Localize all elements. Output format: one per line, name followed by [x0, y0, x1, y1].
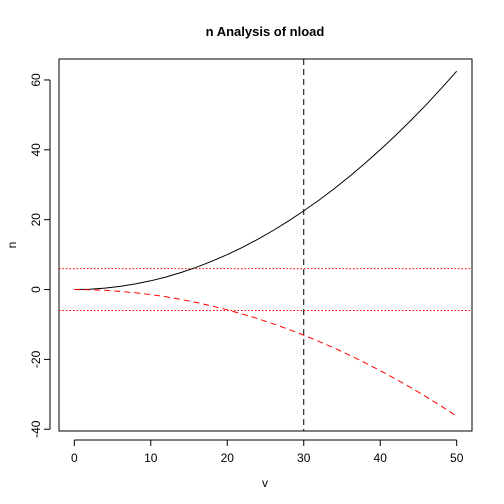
y-tick-label-3: 20: [29, 213, 43, 227]
series-line-0: [74, 71, 456, 289]
x-tick-label-4: 40: [374, 451, 388, 465]
x-tick-label-3: 30: [297, 451, 311, 465]
y-tick-label-2: 0: [29, 286, 43, 293]
y-tick-label-5: 60: [29, 73, 43, 87]
x-tick-label-5: 50: [450, 451, 464, 465]
plot-frame: [59, 59, 472, 431]
x-tick-label-2: 20: [221, 451, 235, 465]
series-line-1: [74, 290, 456, 417]
y-tick-label-0: -40: [29, 420, 43, 438]
x-axis-label: v: [262, 476, 268, 490]
x-tick-label-0: 0: [71, 451, 78, 465]
y-tick-label-4: 40: [29, 143, 43, 157]
y-axis-label: n: [5, 242, 19, 249]
y-tick-label-1: -20: [29, 350, 43, 368]
x-tick-label-1: 10: [144, 451, 158, 465]
chart-title: n Analysis of nload: [206, 24, 325, 39]
plot-area: 0 10 20 30 40 50 -40 -20 0 20 40 60: [29, 59, 472, 465]
